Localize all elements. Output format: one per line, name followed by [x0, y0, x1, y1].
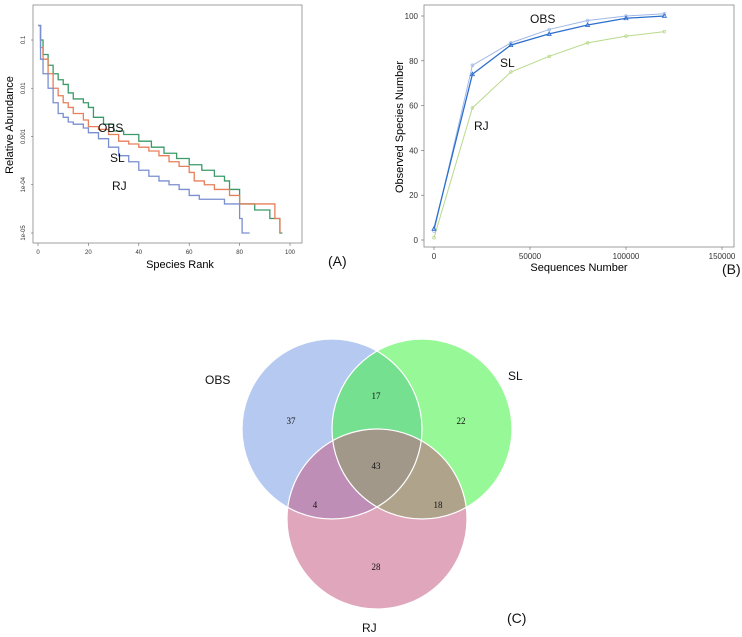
panel-a-series-obs [38, 24, 283, 234]
panel-a-y-axis-label: Relative Abundance [4, 76, 16, 174]
panel-b-point-sl-6 [662, 12, 667, 16]
panel-b-series-rj [433, 31, 665, 238]
panel-a-rj-label: RJ [112, 179, 127, 193]
panel-b-point-sl-4 [585, 18, 590, 23]
panel-b-y-tick-label-0: 0 [414, 236, 419, 245]
panel-b-sl-label: SL [500, 56, 515, 70]
panel-b-point-rj-5 [624, 34, 628, 38]
panel-b-point-rj-0 [432, 236, 436, 240]
panel-a-rank-abundance-chart: 0.1 0.01 0.001 1e-04 1e-05 0 20 40 60 80 100 Spec… [4, 4, 347, 271]
venn-count-sl-rj: 18 [434, 500, 444, 510]
panel-a-letter: (A) [328, 253, 347, 269]
panel-b-x-axis-label: Sequences Number [530, 262, 628, 274]
panel-b-x-tick-label-0: 0 [432, 252, 437, 261]
panel-b-point-obs-6 [661, 12, 668, 18]
panel-b-rj-label: RJ [474, 119, 489, 133]
panel-b-y-tick-label-3: 60 [409, 102, 418, 111]
panel-b-point-sl-1 [470, 63, 475, 68]
venn-circle-rj [287, 429, 467, 609]
panel-a-series-rj [38, 24, 250, 234]
venn-outline-rj [286, 428, 468, 610]
panel-b-point-obs-1 [469, 71, 476, 77]
panel-a-x-tick-label-0: 0 [36, 250, 40, 256]
panel-b-point-rj-3 [547, 54, 551, 59]
panel-b-point-obs-2 [508, 42, 514, 48]
venn-outline-obs [241, 338, 423, 520]
panel-b-y-tick-label-5: 100 [405, 12, 419, 21]
panel-b-point-sl-3 [547, 27, 551, 32]
venn-count-sl-only: 22 [457, 416, 466, 426]
panel-b-point-rj-1 [470, 106, 475, 110]
panel-b-x-tick-label-1: 50000 [519, 252, 542, 261]
panel-a-series-sl [38, 24, 281, 233]
panel-b-x-tick-label-3: 150000 [709, 252, 736, 261]
venn-count-rj-only: 28 [372, 562, 382, 572]
panel-b-rarefaction-chart: 0 20 40 60 80 100 0 50000 100000 150000 Sequence… [394, 4, 741, 277]
panel-a-sl-label: SL [110, 151, 125, 165]
panel-b-y-tick-label-1: 20 [409, 191, 418, 200]
panel-a-plot-frame [32, 4, 303, 244]
panel-a-x-tick-label-3: 60 [186, 250, 193, 256]
venn-set-label-obs: OBS [205, 373, 230, 387]
panel-b-y-axis-label: Observed Species Number [394, 61, 406, 193]
panel-c-venn-diagram: OBS SL RJ 37 22 28 17 4 18 43 (C) [205, 338, 526, 635]
panel-a-x-tick-label-1: 20 [85, 250, 92, 256]
panel-a-obs-label: OBS [98, 121, 123, 135]
panel-b-y-tick-label-4: 80 [409, 57, 418, 66]
venn-count-all: 43 [372, 461, 382, 471]
panel-b-x-tick-label-2: 100000 [613, 252, 640, 261]
panel-a-y-tick-label-1: 0.01 [21, 82, 27, 94]
panel-b-point-obs-4 [584, 21, 591, 27]
panel-b-point-rj-2 [509, 70, 513, 74]
panel-b-plot-frame [423, 4, 735, 248]
panel-b-point-sl-5 [624, 14, 628, 18]
venn-outline-sl [331, 338, 513, 520]
panel-b-point-obs-3 [546, 30, 552, 36]
venn-set-label-rj: RJ [362, 621, 377, 632]
panel-a-x-tick-label-4: 80 [236, 250, 243, 256]
panel-a-x-tick-label-5: 100 [285, 250, 296, 256]
panel-b-letter: (B) [722, 261, 741, 277]
panel-a-y-tick-label-4: 1e-05 [21, 225, 27, 241]
panel-b-point-rj-6 [662, 29, 667, 34]
panel-a-y-tick-label-0: 0.1 [21, 35, 27, 44]
panel-b-point-obs-5 [623, 15, 629, 21]
venn-set-label-sl: SL [508, 369, 523, 383]
panel-b-point-rj-4 [585, 41, 590, 45]
panel-a-y-tick-label-3: 1e-04 [21, 176, 27, 192]
panel-b-point-sl-0 [432, 229, 436, 233]
panel-b-obs-label: OBS [530, 12, 555, 26]
panel-c-letter: (C) [507, 610, 526, 626]
panel-a-y-tick-label-2: 0.001 [21, 128, 27, 144]
panel-b-point-sl-2 [509, 41, 513, 45]
panel-b-series-obs [433, 15, 665, 229]
panel-b-point-obs-0 [431, 225, 437, 231]
venn-count-obs-sl: 17 [372, 391, 382, 401]
panel-a-x-tick-label-2: 40 [135, 250, 142, 256]
panel-a-x-axis-label: Species Rank [146, 259, 214, 271]
panel-b-y-tick-label-2: 40 [409, 146, 418, 155]
venn-count-obs-only: 37 [287, 416, 297, 426]
venn-count-obs-rj: 4 [313, 500, 318, 510]
